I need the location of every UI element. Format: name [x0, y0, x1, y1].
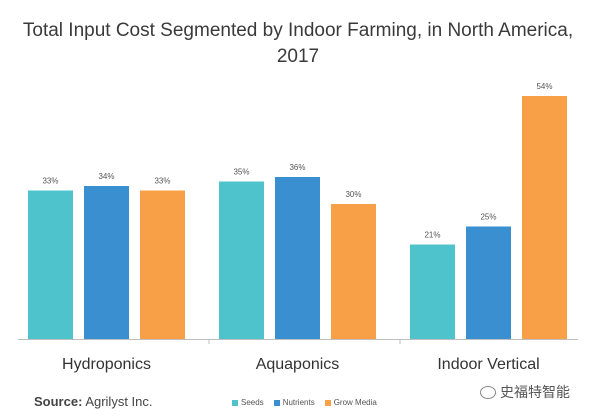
data-label: 36% — [289, 163, 305, 172]
legend-label-nutrients: Nutrients — [282, 398, 315, 407]
chart-legend: Seeds Nutrients Grow Media — [232, 398, 377, 407]
bar-grow-media-hydroponics — [140, 190, 185, 339]
source-note: Source: Agrilyst Inc. — [34, 394, 153, 409]
x-tick-label: Indoor Vertical — [437, 356, 539, 373]
wechat-logo-icon — [480, 385, 496, 399]
data-label: 33% — [42, 177, 58, 186]
x-tick-label: Aquaponics — [256, 356, 340, 373]
watermark: 史福特智能 — [480, 382, 570, 402]
data-label: 21% — [424, 231, 440, 240]
data-label: 35% — [233, 168, 249, 177]
source-text: Agrilyst Inc. — [85, 394, 153, 409]
legend-swatch-seeds — [232, 399, 238, 406]
bar-nutrients-hydroponics — [84, 186, 129, 339]
watermark-text: 史福特智能 — [500, 384, 570, 400]
legend-label-seeds: Seeds — [241, 398, 264, 407]
legend-swatch-grow-media — [324, 399, 331, 406]
data-label: 33% — [154, 177, 170, 186]
legend-item-seeds: Seeds — [232, 398, 264, 407]
legend-item-grow-media: Grow Media — [324, 398, 377, 407]
legend-label-grow-media: Grow Media — [333, 398, 377, 407]
chart-title: Total Input Cost Segmented by Indoor Far… — [22, 20, 574, 67]
data-label: 25% — [480, 213, 496, 222]
legend-swatch-nutrients — [273, 399, 280, 406]
x-tick-label: Hydroponics — [62, 356, 151, 373]
data-label: 54% — [536, 82, 552, 91]
data-label: 30% — [345, 190, 361, 199]
bar-nutrients-indoor-vertical — [466, 226, 511, 339]
bar-seeds-aquaponics — [219, 181, 264, 339]
bar-grow-media-indoor-vertical — [522, 96, 567, 339]
legend-item-nutrients: Nutrients — [273, 398, 315, 407]
bar-seeds-indoor-vertical — [410, 244, 455, 339]
bar-nutrients-aquaponics — [275, 177, 320, 339]
bar-seeds-hydroponics — [28, 190, 73, 339]
bar-grow-media-aquaponics — [331, 204, 376, 339]
source-label: Source: — [34, 394, 83, 409]
data-label: 34% — [98, 172, 114, 181]
